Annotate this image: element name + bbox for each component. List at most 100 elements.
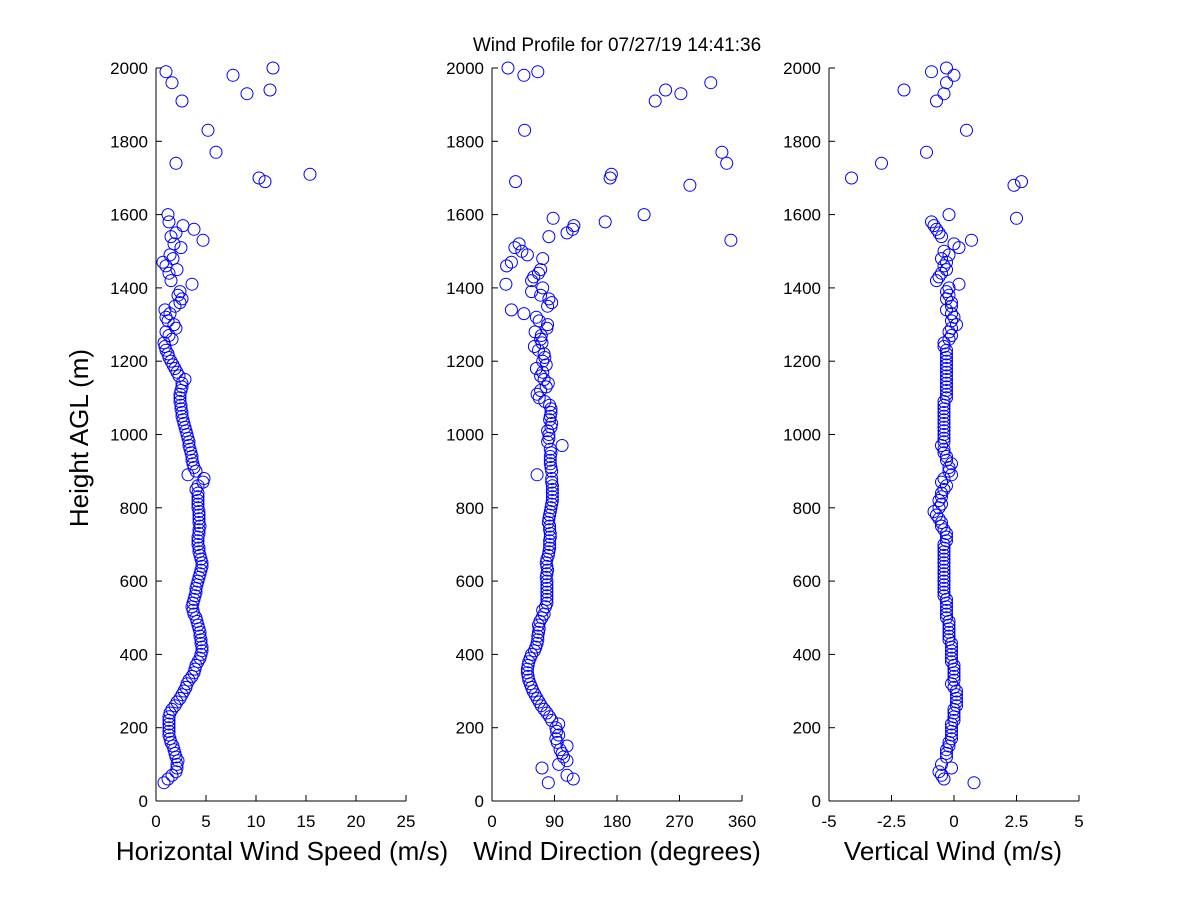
vertical-point (947, 673, 961, 687)
vertical-point (937, 406, 951, 419)
vertical-point (940, 362, 953, 375)
vertical-point (967, 776, 981, 790)
direction-y-tick-label: 1200 (446, 352, 484, 371)
vertical-x-tick-label: 2.5 (1005, 812, 1029, 831)
vertical-point (937, 244, 951, 258)
direction-point (552, 717, 566, 731)
direction-point (560, 768, 574, 782)
vertical-point (937, 336, 951, 350)
speed-point (185, 453, 199, 467)
speed-point (191, 497, 205, 511)
vertical-point (1010, 211, 1023, 225)
direction-point (527, 270, 541, 284)
vertical-point (930, 94, 943, 108)
direction-point (545, 483, 559, 496)
vertical-point (940, 450, 953, 463)
vertical-point (937, 483, 951, 496)
vertical-point (937, 567, 951, 581)
speed-point (162, 728, 176, 742)
direction-point (532, 343, 545, 357)
speed-point (182, 673, 196, 687)
direction-point (541, 516, 555, 529)
panel-vertical-wind: -5 -2.5 0 2.5 5 0 200 400 600 800 1000 1200 1400 1600… (783, 59, 1084, 866)
vertical-point (937, 570, 951, 584)
vertical-x-tick-label: -2.5 (877, 812, 906, 831)
speed-point (170, 365, 184, 379)
vertical-point (950, 684, 963, 698)
speed-point (159, 325, 173, 339)
vertical-point (940, 358, 953, 372)
direction-point (648, 94, 662, 108)
vertical-point (950, 699, 963, 713)
direction-point (543, 530, 557, 544)
speed-y-tick-label: 1800 (110, 132, 148, 151)
vertical-point (947, 680, 961, 694)
speed-point (191, 501, 205, 515)
direction-point (532, 266, 545, 280)
speed-point (173, 395, 187, 408)
vertical-point (940, 743, 953, 757)
speed-point (209, 145, 223, 159)
speed-point (226, 68, 240, 82)
direction-point (542, 431, 556, 445)
speed-x-tick-label: 5 (201, 812, 210, 831)
direction-point (542, 292, 556, 306)
vertical-point (947, 237, 961, 251)
vertical-point (937, 559, 951, 573)
speed-point (192, 527, 206, 540)
direction-point (674, 87, 688, 101)
direction-x-tick-label: 270 (665, 812, 693, 831)
direction-point (715, 145, 729, 159)
direction-point (534, 699, 548, 713)
speed-point (174, 402, 188, 416)
direction-point (541, 376, 555, 390)
speed-y-tick-label: 2000 (110, 59, 148, 78)
direction-point (540, 596, 554, 610)
vertical-point (937, 574, 951, 588)
speed-y-tick-label: 1000 (110, 426, 148, 445)
direction-point (501, 61, 515, 75)
speed-x-tick-label: 10 (247, 812, 266, 831)
direction-x-tick-label: 360 (728, 812, 756, 831)
speed-point (191, 494, 205, 507)
speed-point (180, 677, 194, 691)
speed-point (192, 545, 206, 559)
speed-point (158, 303, 172, 317)
vertical-point (937, 413, 951, 427)
direction-point (549, 721, 563, 735)
vertical-point (940, 380, 953, 394)
vertical-point (937, 523, 951, 537)
vertical-point (940, 303, 953, 317)
speed-point (162, 721, 176, 735)
direction-x-tick-label: 180 (603, 812, 631, 831)
vertical-point (940, 611, 953, 625)
direction-y-tick-label: 400 (456, 645, 484, 664)
vertical-point (1007, 178, 1021, 192)
vertical-point (935, 516, 948, 529)
speed-point (173, 296, 187, 310)
direction-point (543, 398, 557, 412)
vertical-point (935, 497, 948, 511)
speed-point (161, 772, 175, 786)
direction-y-tick-label: 1400 (446, 279, 484, 298)
vertical-point (932, 765, 946, 779)
speed-point (164, 354, 178, 368)
direction-point (536, 603, 550, 617)
speed-point (194, 636, 208, 650)
speed-point (170, 761, 184, 775)
direction-point (567, 219, 581, 233)
direction-point (532, 391, 546, 405)
speed-point (189, 483, 203, 496)
speed-point (182, 439, 196, 452)
vertical-point (937, 446, 951, 460)
figure-title: Wind Profile for 07/27/19 14:41:36 (473, 35, 761, 56)
speed-y-tick-label: 1400 (110, 279, 148, 298)
vertical-point (932, 494, 946, 507)
speed-y-tick-label: 600 (120, 572, 148, 591)
speed-y-tick-label: 400 (120, 645, 148, 664)
direction-point (566, 772, 580, 786)
direction-point (543, 457, 557, 471)
vertical-point (945, 732, 958, 746)
vertical-point (937, 585, 951, 599)
speed-point (263, 83, 277, 97)
